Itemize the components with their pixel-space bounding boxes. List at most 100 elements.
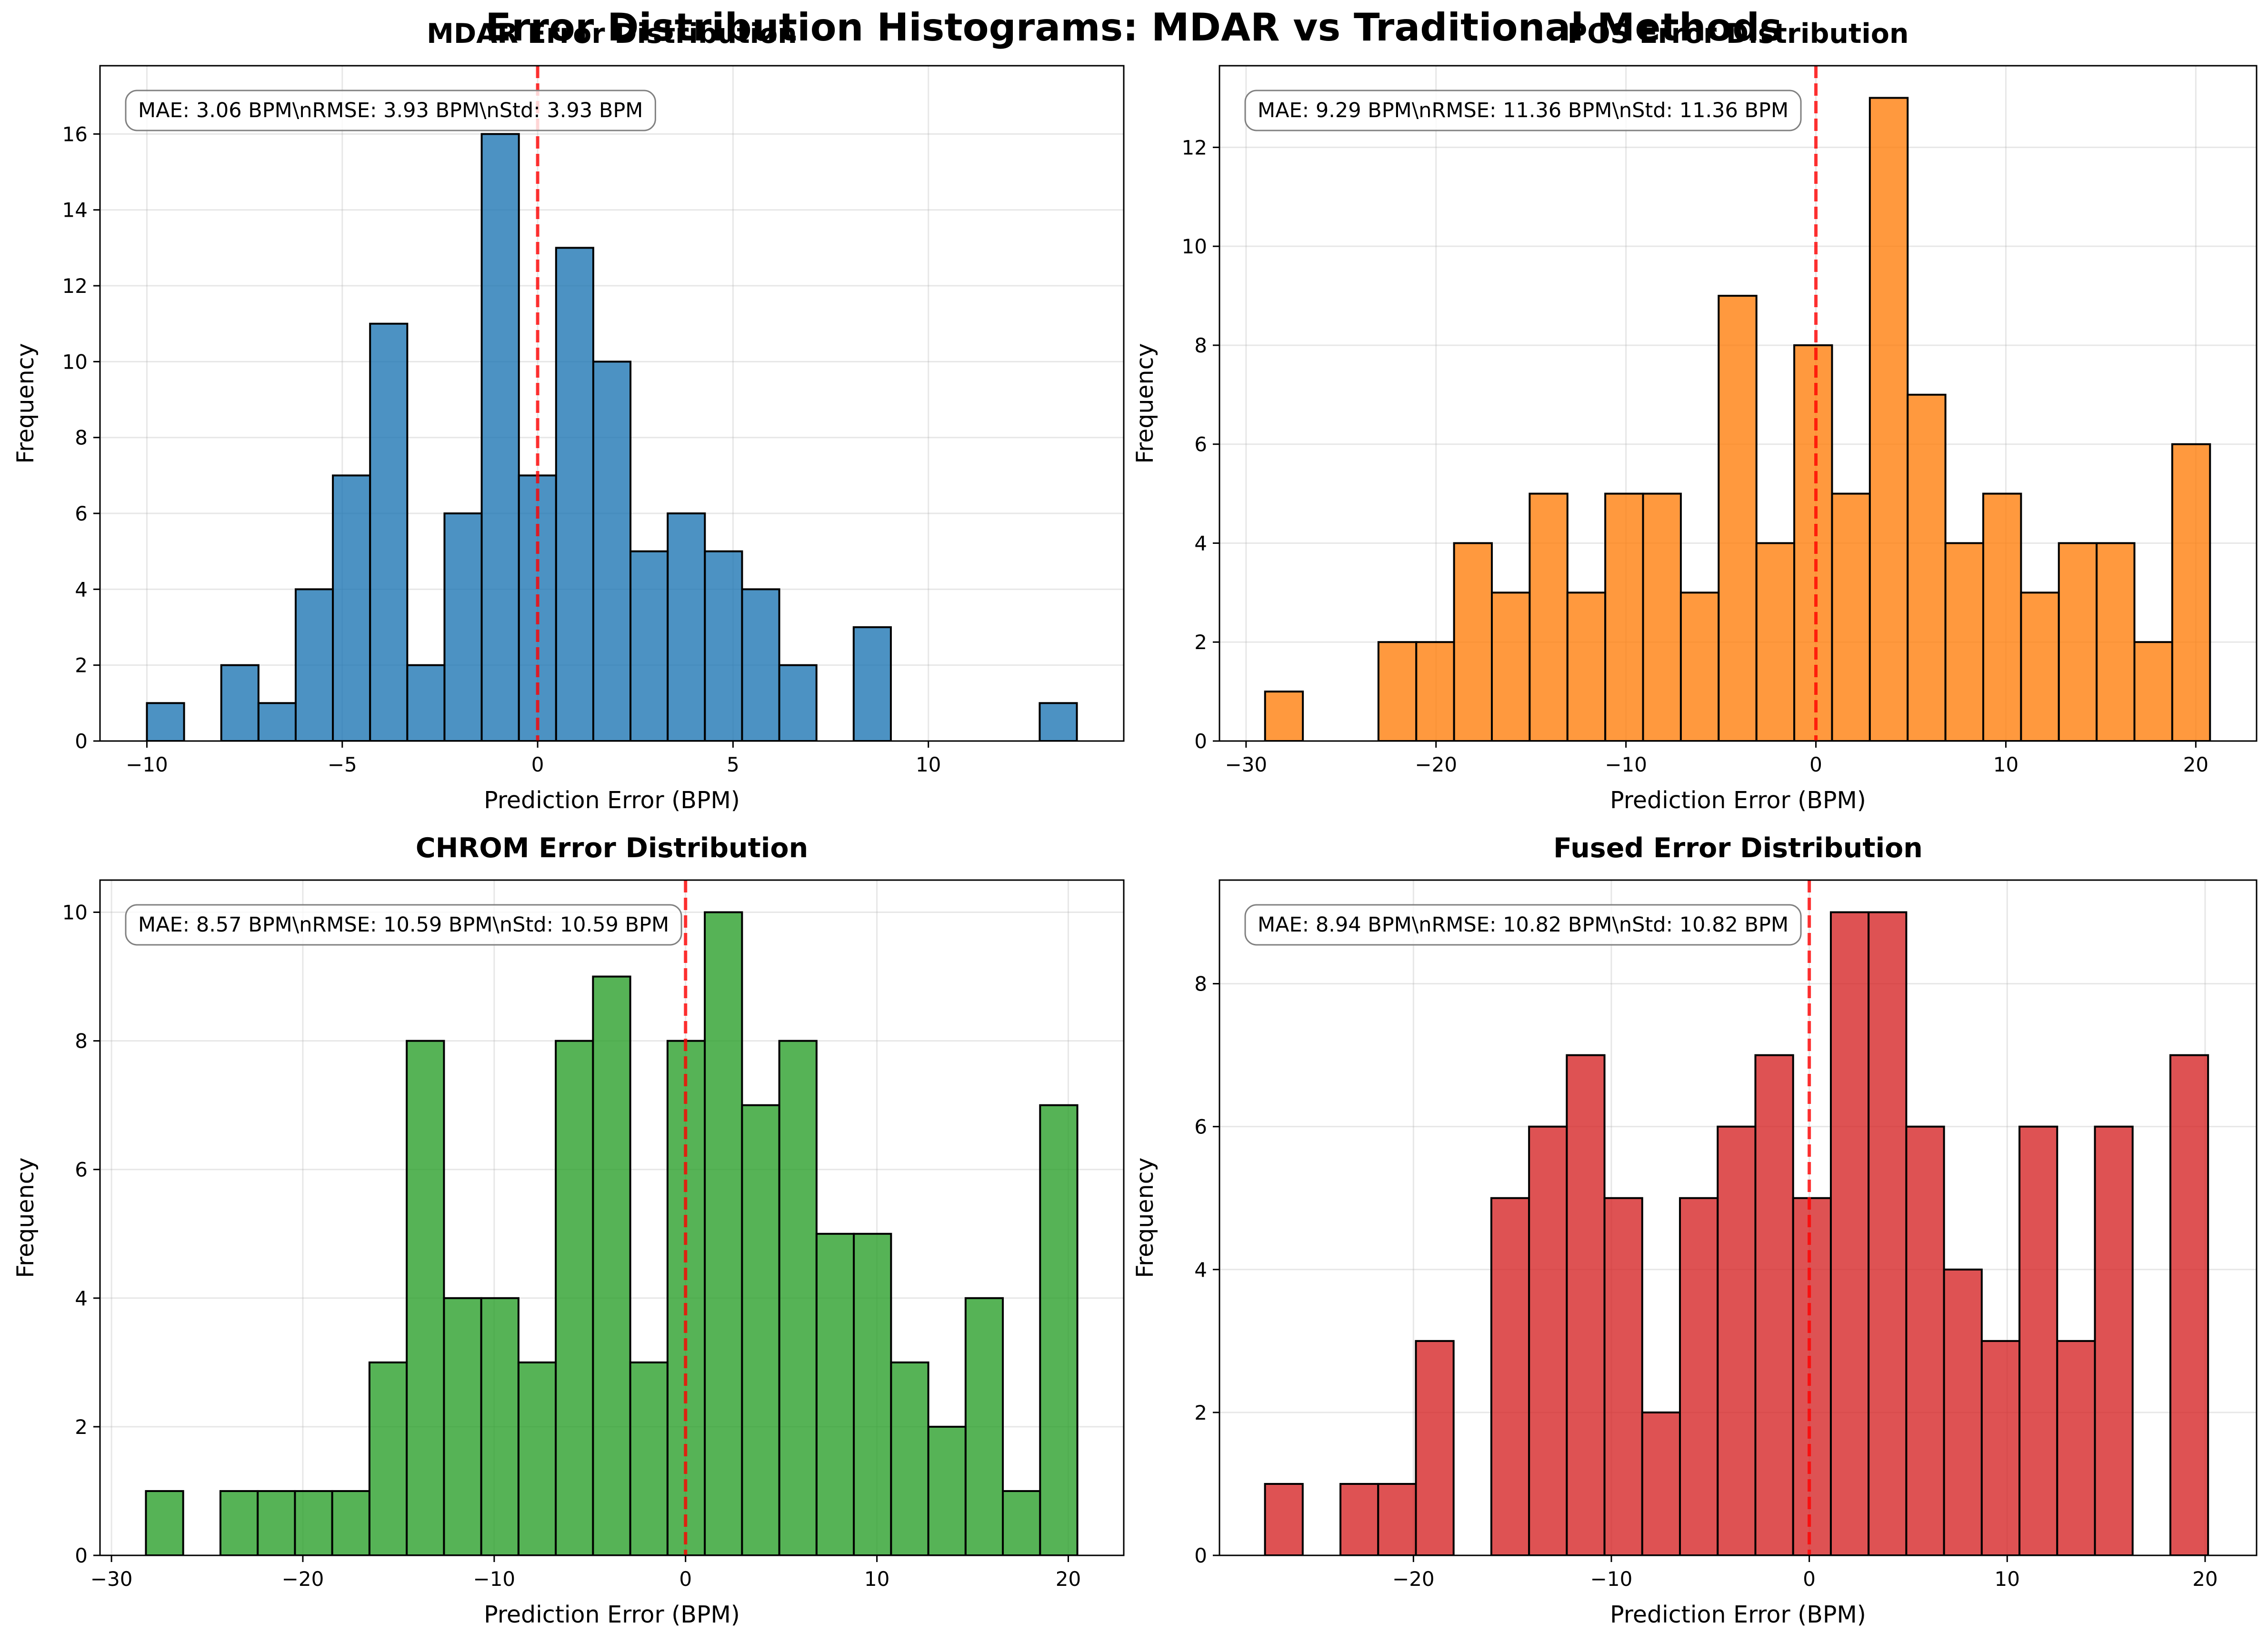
- chrom-bar: [815, 1232, 855, 1555]
- chrom-bar: [219, 1490, 259, 1555]
- pos-x-tick-label: 10: [1993, 753, 2018, 776]
- mdar-bar: [592, 361, 632, 741]
- chrom-x-tick-label: 10: [864, 1567, 889, 1591]
- mdar-x-tick-label: 0: [531, 753, 544, 776]
- pos-bar: [2058, 542, 2098, 741]
- chrom-bar: [555, 1040, 594, 1555]
- pos-x-tick-label: −30: [1225, 753, 1268, 776]
- pos-x-tick-label: 0: [1809, 753, 1822, 776]
- pos-y-tick-label: 4: [1194, 531, 1207, 555]
- chrom-x-tick-label: 0: [679, 1567, 692, 1591]
- pos-y-tick-label: 6: [1194, 433, 1207, 456]
- pos-bar: [1755, 542, 1796, 741]
- mdar-bars: [146, 133, 1078, 741]
- chrom-bars: [145, 911, 1079, 1555]
- mdar-bar: [220, 664, 260, 741]
- pos-y-tick-label: 8: [1194, 334, 1207, 357]
- mdar-y-tick-label: 10: [62, 350, 88, 373]
- fused-bar: [1717, 1125, 1757, 1555]
- chrom-bar: [480, 1297, 520, 1555]
- pos-bar: [1264, 691, 1304, 741]
- fused-bar: [2056, 1340, 2096, 1555]
- mdar-y-tick-label: 8: [75, 426, 88, 450]
- mdar-x-tick-label: −10: [126, 753, 168, 776]
- fused-x-axis-label: Prediction Error (BPM): [1610, 1601, 1866, 1628]
- chrom-x-axis-label: Prediction Error (BPM): [484, 1601, 740, 1628]
- chrom-bar: [964, 1297, 1004, 1555]
- chrom-y-tick-label: 6: [75, 1158, 88, 1182]
- chrom-bar: [853, 1232, 892, 1555]
- mdar-x-axis-label: Prediction Error (BPM): [484, 787, 740, 814]
- pos-y-tick-label: 10: [1182, 235, 1207, 258]
- pos-bar: [1944, 542, 1984, 741]
- chrom-y-tick-label: 10: [62, 901, 88, 924]
- pos-bar: [1377, 641, 1418, 741]
- chrom-bar: [331, 1490, 370, 1555]
- fused-bar: [1528, 1125, 1568, 1555]
- pos-bar: [2020, 591, 2060, 741]
- mdar-y-tick-label: 14: [62, 199, 88, 222]
- mdar-bar: [294, 588, 334, 741]
- chrom-x-tick-label: −20: [282, 1567, 324, 1591]
- fused-bar: [1641, 1411, 1681, 1555]
- pos-x-tick-label: −10: [1605, 753, 1647, 776]
- chrom-axes-frame: [99, 879, 1125, 1556]
- fused-y-tick-label: 2: [1194, 1401, 1207, 1424]
- chrom-stats-text: MAE: 8.57 BPM\nRMSE: 10.59 BPM\nStd: 10.…: [138, 913, 669, 937]
- chrom-x-tick-label: −10: [473, 1567, 516, 1591]
- figure-title: Error Distribution Histograms: MDAR vs T…: [485, 5, 1782, 50]
- chrom-y-tick-label: 8: [75, 1030, 88, 1053]
- mdar-y-axis-label: Frequency: [12, 343, 39, 463]
- pos-axes-frame: [1219, 65, 2258, 742]
- fused-bar: [1905, 1125, 1945, 1555]
- fused-stats-text: MAE: 8.94 BPM\nRMSE: 10.82 BPM\nStd: 10.…: [1258, 913, 1788, 937]
- chrom-bar: [294, 1490, 333, 1555]
- chrom-panel-title: CHROM Error Distribution: [416, 832, 808, 864]
- pos-bar: [1982, 492, 2022, 741]
- pos-y-axis-label: Frequency: [1131, 343, 1159, 463]
- pos-bar: [1642, 492, 1682, 741]
- pos-stats-box: [1244, 90, 1802, 131]
- fused-y-tick-label: 6: [1194, 1115, 1207, 1139]
- mdar-axes-frame: [99, 65, 1125, 742]
- pos-x-axis-label: Prediction Error (BPM): [1610, 787, 1866, 814]
- fused-bars: [1264, 911, 2209, 1555]
- chrom-y-tick-label: 4: [75, 1287, 88, 1310]
- chrom-panel: −30 −20 −10 0 10 20 0 2 4 6 8 10 Prediction Error (B…: [12, 832, 1125, 1628]
- fused-bar: [1566, 1054, 1606, 1555]
- pos-x-tick-label: 20: [2183, 753, 2208, 776]
- pos-bar: [1718, 295, 1758, 741]
- fused-bar: [1264, 1483, 1304, 1555]
- fused-bar: [1829, 911, 1870, 1555]
- fused-y-tick-label: 0: [1194, 1544, 1207, 1567]
- mdar-bar: [741, 588, 780, 741]
- chrom-bar: [517, 1361, 557, 1555]
- mdar-stats-box: [125, 90, 656, 131]
- pos-bar: [2133, 641, 2173, 741]
- chrom-bar: [927, 1425, 967, 1555]
- mdar-bar: [629, 550, 669, 741]
- pos-bar: [1415, 641, 1455, 741]
- pos-bar: [2171, 443, 2211, 741]
- mdar-panel-title: MDAR Error Distribution: [427, 18, 797, 50]
- fused-bar: [1792, 1197, 1832, 1555]
- fused-bar: [2018, 1125, 2058, 1555]
- chrom-stats-box: [125, 904, 682, 946]
- chrom-bar: [592, 975, 631, 1555]
- fused-x-tick-label: 10: [1995, 1567, 2020, 1591]
- fused-stats-box: [1244, 904, 1802, 946]
- pos-stats-text: MAE: 9.29 BPM\nRMSE: 11.36 BPM\nStd: 11.…: [1258, 99, 1788, 122]
- mdar-bar: [406, 664, 446, 741]
- mdar-bar: [555, 247, 594, 741]
- chrom-bar: [666, 1040, 706, 1555]
- mdar-y-tick-label: 4: [75, 578, 88, 601]
- fused-bar: [1415, 1340, 1455, 1555]
- chrom-bar: [145, 1490, 184, 1555]
- fused-bar: [1868, 911, 1908, 1555]
- chrom-bar: [1002, 1490, 1041, 1555]
- pos-y-tick-label: 2: [1194, 631, 1207, 654]
- fused-y-axis-label: Frequency: [1131, 1157, 1159, 1278]
- mdar-y-tick-label: 12: [62, 274, 88, 298]
- pos-bar: [1529, 492, 1569, 741]
